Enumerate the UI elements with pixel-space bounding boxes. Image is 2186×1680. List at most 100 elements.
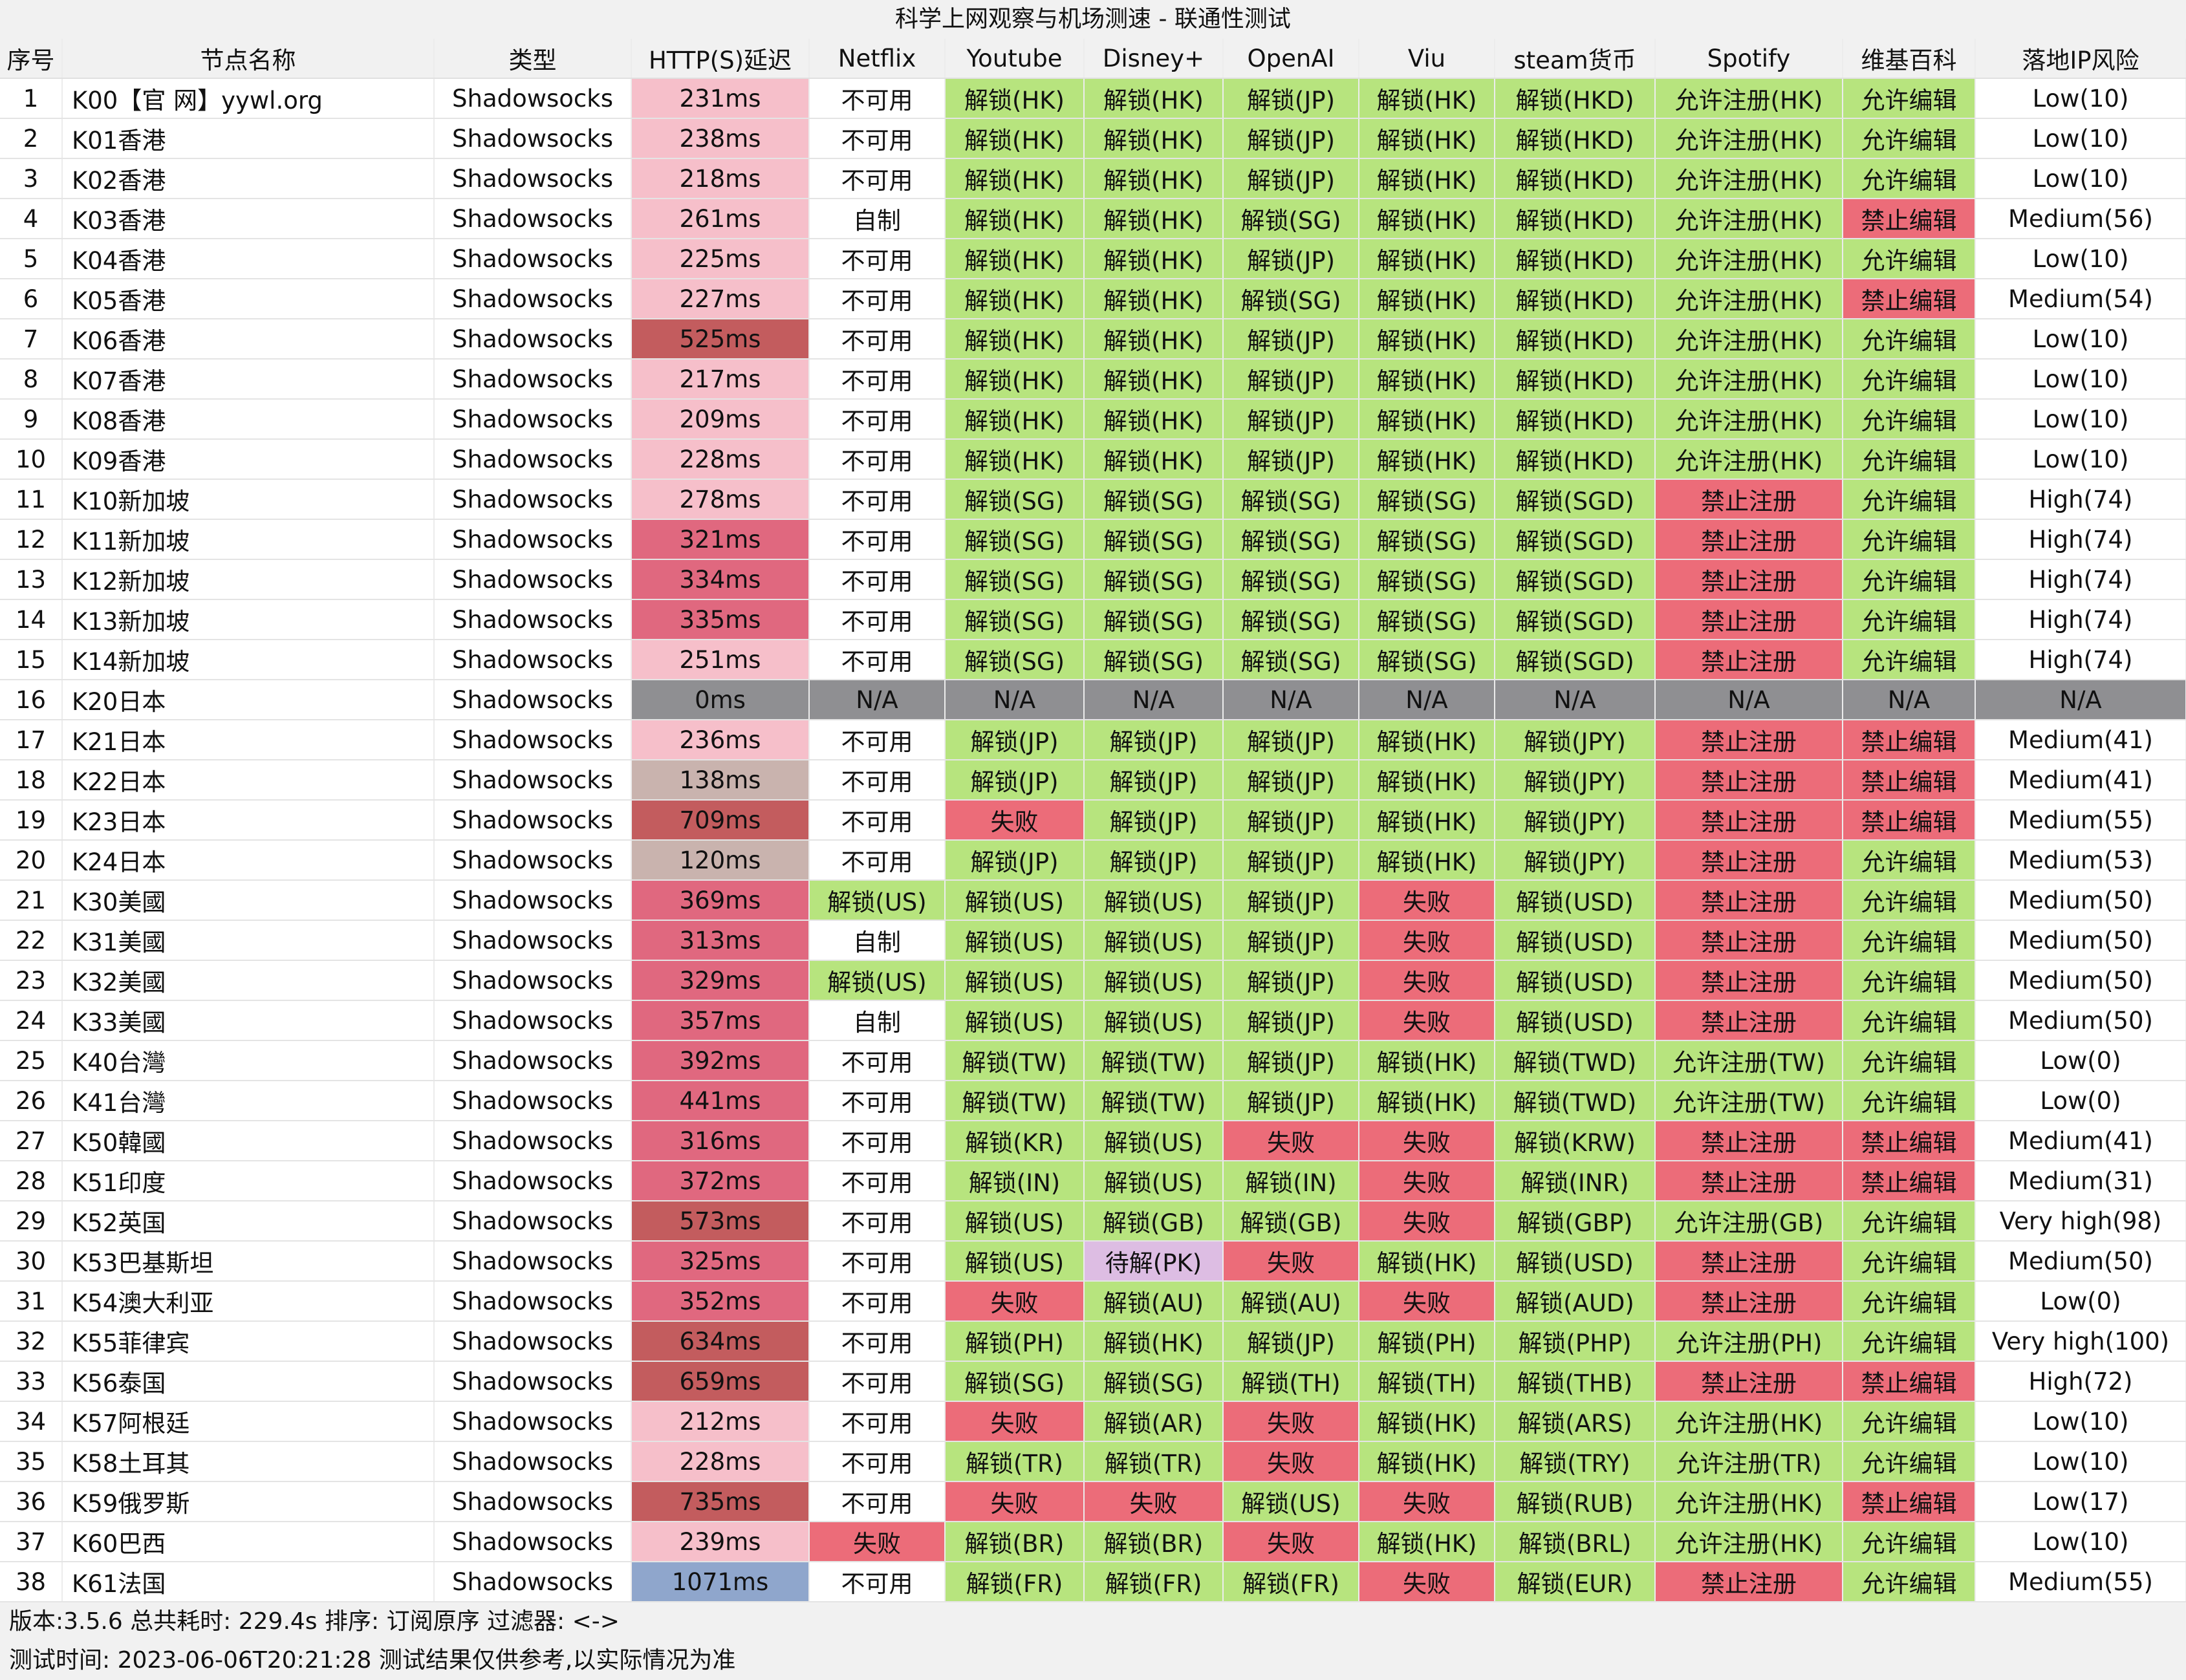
cell-steam: 解锁(AUD) [1495, 1281, 1656, 1322]
cell-node-name: K20日本 [62, 680, 435, 720]
cell-type: Shadowsocks [434, 1361, 632, 1402]
cell-ip-risk: Low(10) [1975, 1522, 2186, 1562]
cell-viu: 失败 [1359, 1161, 1495, 1201]
cell-type: Shadowsocks [434, 1321, 632, 1362]
cell-disney: 解锁(FR) [1084, 1562, 1224, 1602]
cell-youtube: 解锁(JP) [945, 720, 1085, 760]
table-row: 19 K23日本 Shadowsocks 709ms 不可用 失败 解锁(JP) 解锁(JP)… [0, 800, 2186, 841]
cell-ip-risk: Low(10) [1975, 439, 2186, 480]
cell-index: 2 [0, 118, 63, 159]
cell-netflix: 自制 [809, 199, 946, 239]
cell-steam: 解锁(JPY) [1495, 840, 1656, 881]
cell-viu: 解锁(HK) [1359, 239, 1495, 279]
cell-node-name: K50韓國 [62, 1121, 435, 1161]
cell-youtube: 解锁(SG) [945, 559, 1085, 600]
cell-netflix: 不可用 [809, 1441, 946, 1482]
cell-latency: 228ms [631, 1441, 810, 1482]
cell-steam: 解锁(PHP) [1495, 1321, 1656, 1362]
cell-steam: 解锁(TWD) [1495, 1081, 1656, 1121]
cell-latency: 659ms [631, 1361, 810, 1402]
cell-wikipedia: 允许编辑 [1843, 840, 1976, 881]
cell-openai: 解锁(JP) [1223, 1000, 1359, 1041]
cell-disney: 解锁(US) [1084, 960, 1224, 1001]
cell-wikipedia: 禁止编辑 [1843, 1161, 1976, 1201]
table-row: 7 K06香港 Shadowsocks 525ms 不可用 解锁(HK) 解锁(HK) 解锁(… [0, 319, 2186, 360]
cell-netflix: 不可用 [809, 800, 946, 841]
cell-steam: 解锁(JPY) [1495, 720, 1656, 760]
cell-disney: 解锁(US) [1084, 880, 1224, 921]
cell-node-name: K31美國 [62, 920, 435, 961]
cell-youtube: 解锁(US) [945, 1201, 1085, 1242]
cell-openai: 失败 [1223, 1401, 1359, 1442]
col-header-wikipedia: 维基百科 [1843, 39, 1976, 79]
cell-type: Shadowsocks [434, 1481, 632, 1522]
col-header-type: 类型 [434, 39, 632, 79]
cell-spotify: 禁止注册 [1655, 920, 1843, 961]
cell-type: Shadowsocks [434, 920, 632, 961]
cell-index: 9 [0, 399, 63, 440]
cell-viu: 解锁(HK) [1359, 399, 1495, 440]
cell-netflix: 不可用 [809, 279, 946, 319]
cell-viu: 解锁(HK) [1359, 720, 1495, 760]
cell-netflix: 不可用 [809, 1040, 946, 1081]
cell-youtube: 失败 [945, 1401, 1085, 1442]
cell-steam: 解锁(HKD) [1495, 359, 1656, 400]
cell-index: 8 [0, 359, 63, 400]
cell-spotify: 禁止注册 [1655, 840, 1843, 881]
cell-wikipedia: 允许编辑 [1843, 399, 1976, 440]
cell-type: Shadowsocks [434, 1562, 632, 1602]
cell-netflix: 不可用 [809, 439, 946, 480]
cell-steam: 解锁(EUR) [1495, 1562, 1656, 1602]
cell-wikipedia: 允许编辑 [1843, 78, 1976, 119]
cell-spotify: 允许注册(HK) [1655, 1481, 1843, 1522]
cell-disney: 解锁(HK) [1084, 319, 1224, 360]
cell-type: Shadowsocks [434, 239, 632, 279]
cell-type: Shadowsocks [434, 158, 632, 199]
cell-spotify: 允许注册(HK) [1655, 1522, 1843, 1562]
cell-spotify: 禁止注册 [1655, 1562, 1843, 1602]
cell-openai: 解锁(FR) [1223, 1562, 1359, 1602]
cell-openai: 解锁(JP) [1223, 1081, 1359, 1121]
cell-node-name: K24日本 [62, 840, 435, 881]
table-row: 36 K59俄罗斯 Shadowsocks 735ms 不可用 失败 失败 解锁(US) 失败解… [0, 1481, 2186, 1522]
cell-latency: 573ms [631, 1201, 810, 1242]
cell-viu: 解锁(HK) [1359, 1040, 1495, 1081]
table-row: 34 K57阿根廷 Shadowsocks 212ms 不可用 失败 解锁(AR) 失败 解锁(… [0, 1401, 2186, 1442]
cell-ip-risk: Medium(55) [1975, 1562, 2186, 1602]
cell-openai: 解锁(JP) [1223, 359, 1359, 400]
cell-openai: 解锁(SG) [1223, 479, 1359, 520]
cell-node-name: K12新加坡 [62, 559, 435, 600]
cell-viu: 解锁(HK) [1359, 199, 1495, 239]
cell-disney: N/A [1084, 680, 1224, 720]
cell-latency: 238ms [631, 118, 810, 159]
cell-viu: 解锁(HK) [1359, 359, 1495, 400]
cell-index: 31 [0, 1281, 63, 1322]
cell-wikipedia: 允许编辑 [1843, 880, 1976, 921]
cell-node-name: K02香港 [62, 158, 435, 199]
cell-latency: 231ms [631, 78, 810, 119]
cell-latency: 321ms [631, 519, 810, 560]
table-row: 28 K51印度 Shadowsocks 372ms 不可用 解锁(IN) 解锁(US) 解锁… [0, 1161, 2186, 1201]
cell-index: 1 [0, 78, 63, 119]
cell-ip-risk: Medium(50) [1975, 960, 2186, 1001]
cell-node-name: K13新加坡 [62, 599, 435, 640]
table-row: 18 K22日本 Shadowsocks 138ms 不可用 解锁(JP) 解锁(JP) 解锁… [0, 760, 2186, 801]
cell-steam: N/A [1495, 680, 1656, 720]
cell-spotify: 允许注册(HK) [1655, 78, 1843, 119]
cell-index: 20 [0, 840, 63, 881]
cell-ip-risk: Very high(100) [1975, 1321, 2186, 1362]
cell-steam: 解锁(USD) [1495, 920, 1656, 961]
cell-viu: 解锁(SG) [1359, 559, 1495, 600]
table-body: 1 K00【官 网】yywl.org Shadowsocks 231ms 不可用 解锁(H… [0, 78, 2186, 1602]
cell-viu: 解锁(HK) [1359, 439, 1495, 480]
cell-steam: 解锁(SGD) [1495, 640, 1656, 680]
cell-node-name: K61法国 [62, 1562, 435, 1602]
cell-latency: 525ms [631, 319, 810, 360]
cell-openai: 失败 [1223, 1241, 1359, 1282]
cell-wikipedia: 允许编辑 [1843, 1522, 1976, 1562]
cell-latency: 0ms [631, 680, 810, 720]
cell-index: 4 [0, 199, 63, 239]
cell-latency: 225ms [631, 239, 810, 279]
cell-node-name: K14新加坡 [62, 640, 435, 680]
cell-openai: 解锁(GB) [1223, 1201, 1359, 1242]
